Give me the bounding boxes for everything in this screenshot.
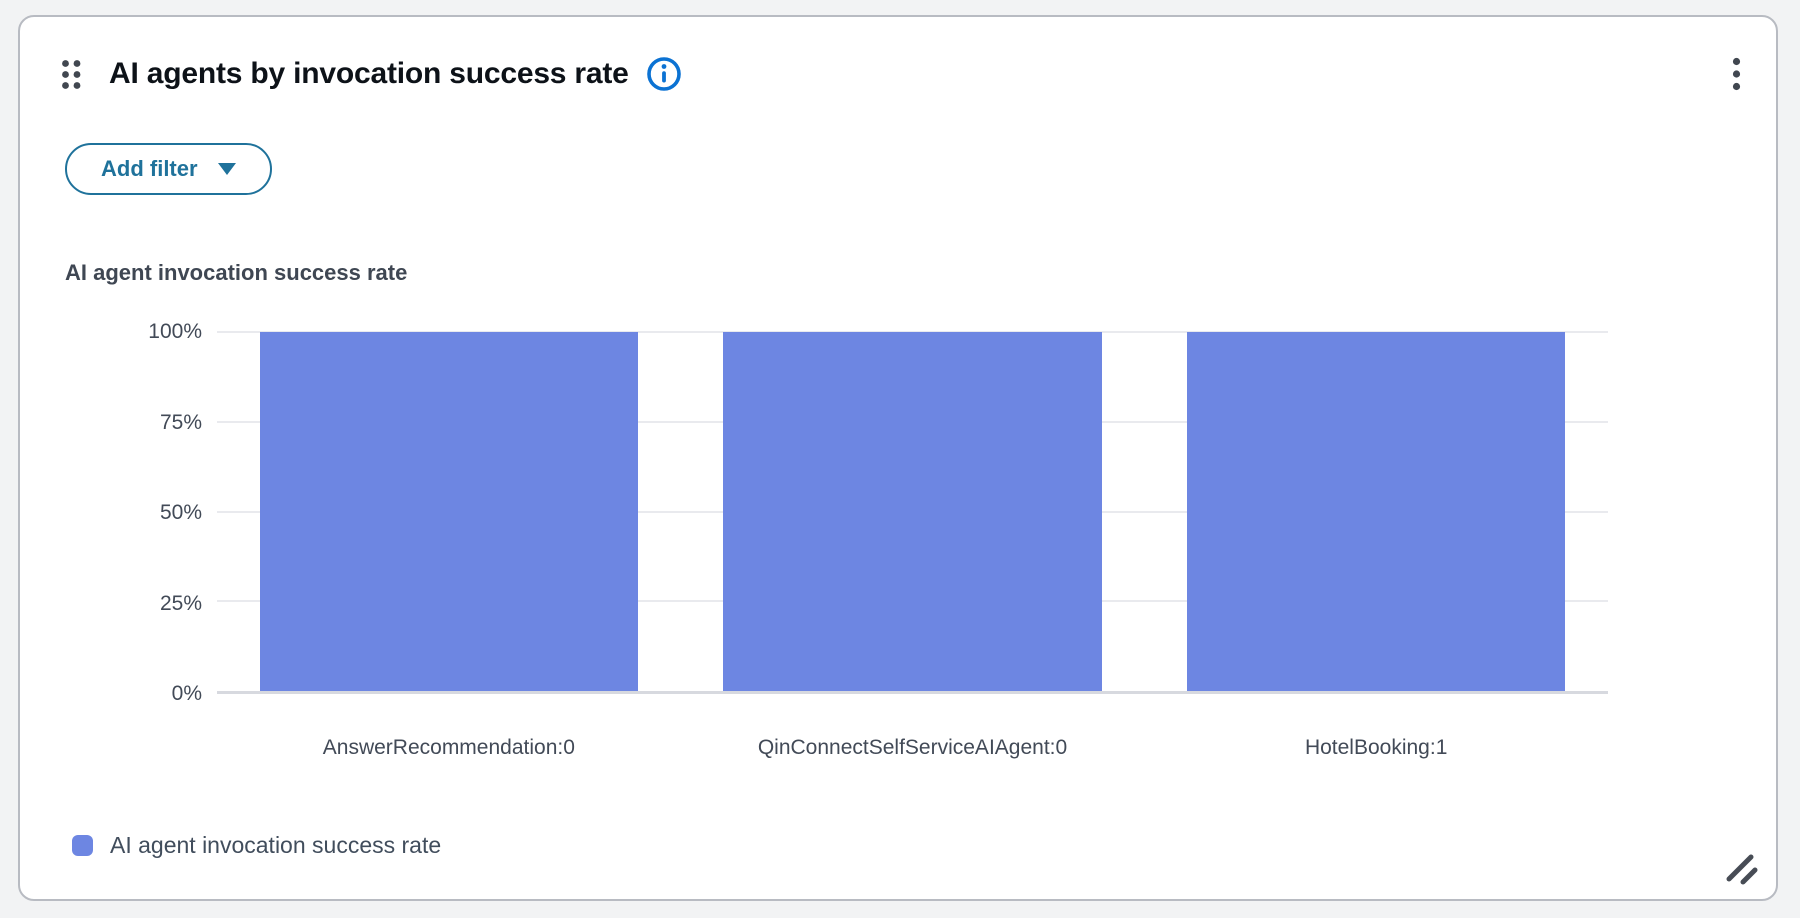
- chart-bar[interactable]: [259, 332, 638, 691]
- chart-bar[interactable]: [1186, 332, 1566, 691]
- x-tick-label: AnswerRecommendation:0: [322, 736, 575, 759]
- legend-swatch: [72, 835, 93, 856]
- y-tick-label: 50%: [159, 501, 202, 524]
- x-tick-label: HotelBooking:1: [1304, 736, 1448, 759]
- widget-actions-menu-button[interactable]: [1722, 55, 1750, 93]
- caret-down-icon: [217, 163, 236, 175]
- add-filter-button[interactable]: Add filter: [65, 143, 272, 195]
- legend-label: AI agent invocation success rate: [110, 832, 442, 858]
- y-tick-label: 75%: [159, 410, 202, 434]
- y-axis: 100% 75% 50% 25% 0%: [80, 320, 202, 705]
- chart-plot: [217, 331, 1608, 694]
- legend-item[interactable]: AI agent invocation success rate: [72, 832, 441, 859]
- chart-heading: AI agent invocation success rate: [65, 260, 408, 285]
- resize-handle-icon[interactable]: [1722, 849, 1762, 889]
- add-filter-label: Add filter: [101, 156, 198, 181]
- info-icon[interactable]: [645, 55, 683, 93]
- drag-handle-icon[interactable]: [58, 56, 85, 93]
- bars: [217, 332, 1608, 691]
- x-axis: AnswerRecommendation:0 QinConnectSelfServ…: [217, 736, 1608, 760]
- widget-header: AI agents by invocation success rate: [20, 17, 1776, 93]
- widget-title: AI agents by invocation success rate: [109, 57, 629, 90]
- chart-bar[interactable]: [723, 332, 1102, 691]
- x-tick-label: QinConnectSelfServiceAIAgent:0: [757, 736, 1068, 759]
- y-tick-label: 0%: [171, 682, 202, 705]
- widget-card: AI agents by invocation success rate Add…: [18, 15, 1778, 901]
- y-tick-label: 100%: [148, 320, 202, 343]
- y-tick-label: 25%: [159, 591, 202, 615]
